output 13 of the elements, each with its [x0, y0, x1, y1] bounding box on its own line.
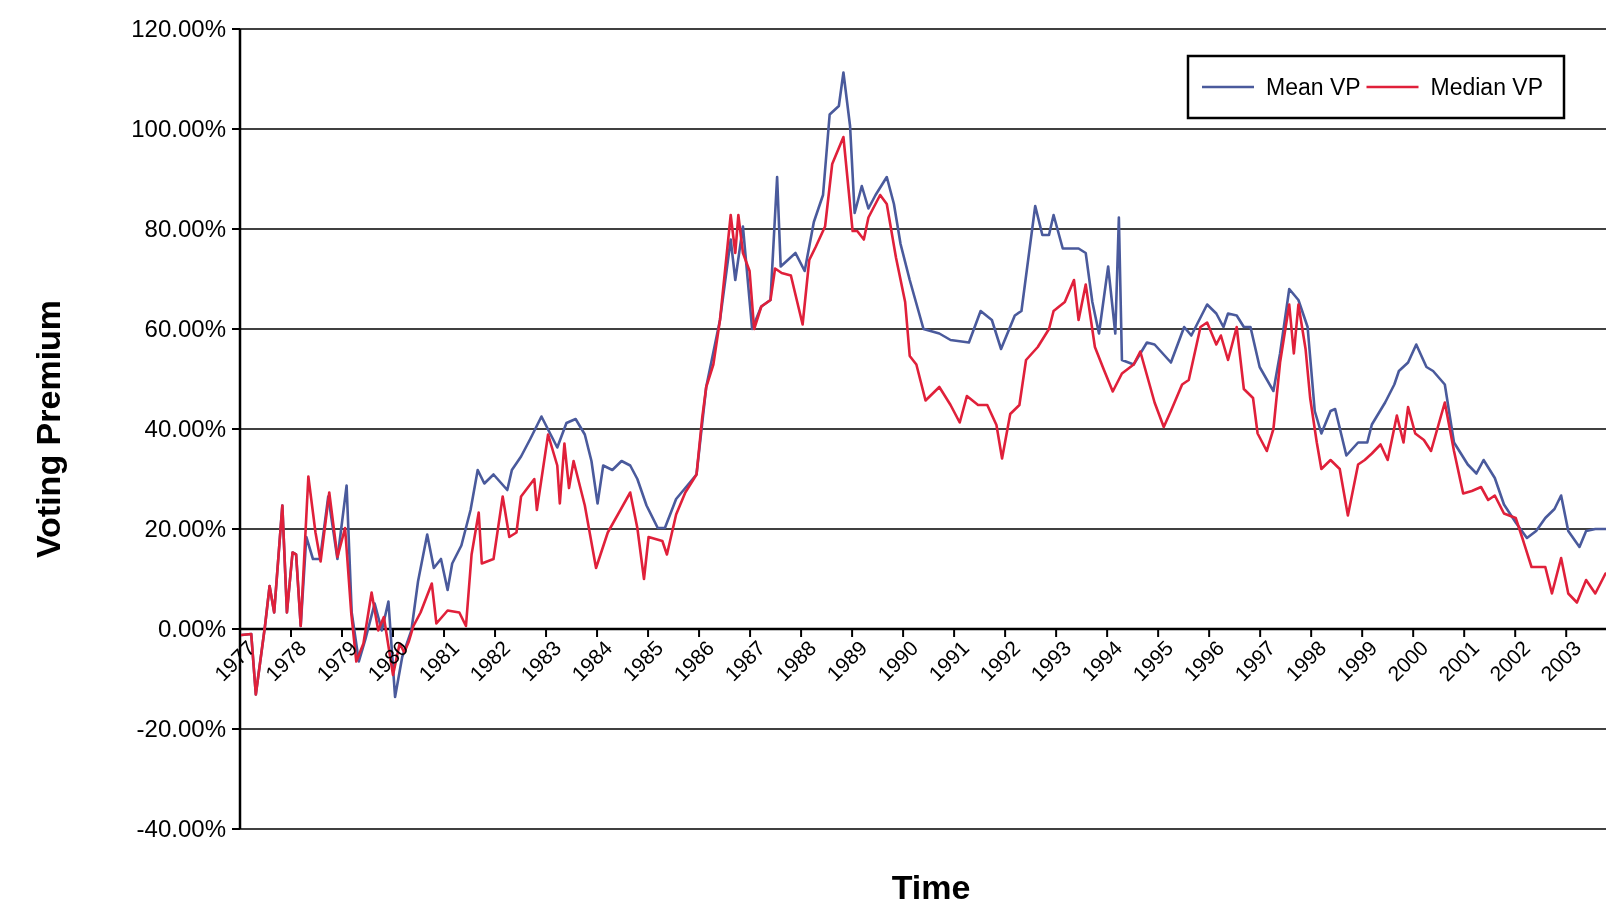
legend-label: Mean VP [1266, 74, 1361, 101]
y-tick-label: 0.00% [157, 615, 226, 643]
y-tick-label: 60.00% [144, 315, 226, 343]
x-axis-title: Time [891, 868, 971, 906]
y-tick-label: -40.00% [136, 815, 226, 843]
legend-label: Median VP [1430, 74, 1544, 101]
y-tick-label: 120.00% [131, 15, 226, 43]
y-tick-label: 80.00% [144, 215, 226, 243]
y-tick-label: 40.00% [144, 415, 226, 443]
y-tick-label: 20.00% [144, 515, 226, 543]
y-axis-title: Voting Premium [29, 299, 67, 559]
y-tick-label: 100.00% [131, 115, 226, 143]
y-tick-label: -20.00% [136, 715, 226, 743]
